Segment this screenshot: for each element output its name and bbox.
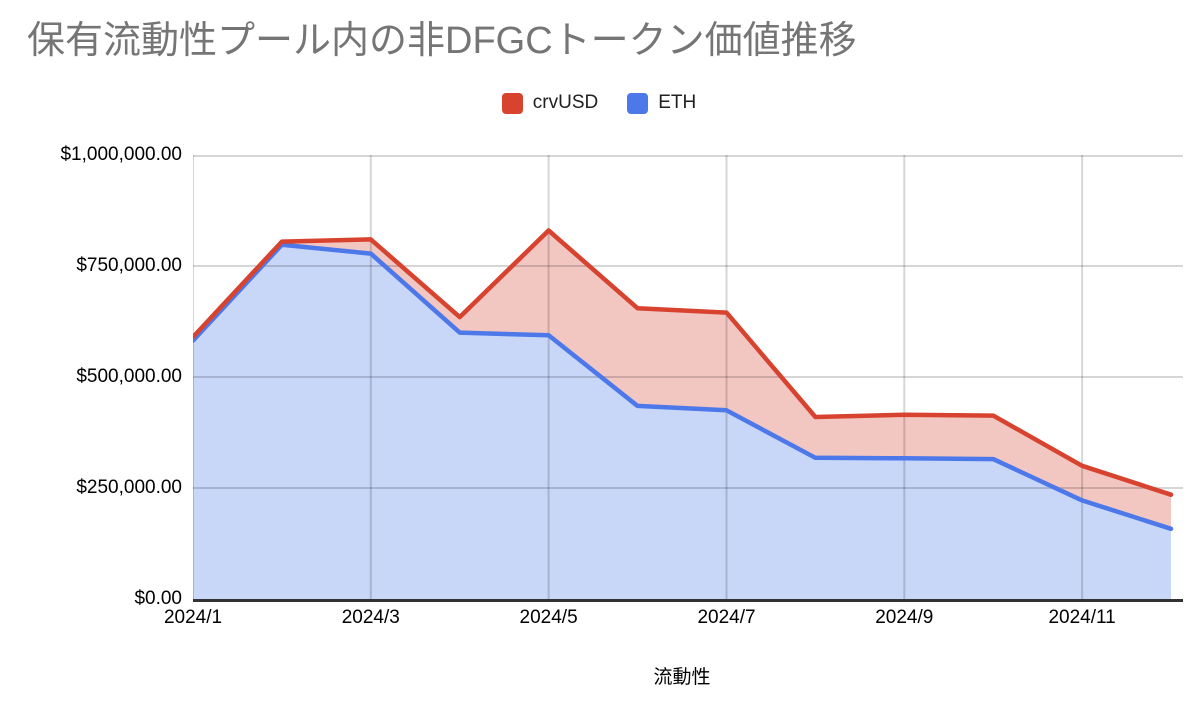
legend-item-crvusd: crvUSD <box>501 92 599 114</box>
y-tick-label: $0.00 <box>134 588 182 609</box>
x-tick-label: 2024/3 <box>341 607 400 628</box>
x-tick-label: 2024/1 <box>163 607 223 628</box>
y-tick-label: $750,000.00 <box>76 255 182 276</box>
eth-legend-label: ETH <box>658 92 697 113</box>
y-tick-label: $250,000.00 <box>76 477 182 498</box>
eth-line <box>190 242 1174 532</box>
chart-legend: crvUSD ETH <box>0 92 1198 114</box>
eth-area-fill <box>193 244 1171 599</box>
y-tick-label: $1,000,000.00 <box>60 144 182 165</box>
chart-title: 保有流動性プール内の非DFGCトークン価値推移 <box>27 20 857 62</box>
x-tick-label: 2024/5 <box>519 607 578 628</box>
plot-svg <box>190 155 1183 602</box>
plot-area <box>190 155 1183 605</box>
x-tick-label: 2024/9 <box>875 607 934 628</box>
x-tick-label: 2024/11 <box>1048 607 1116 628</box>
eth-color-swatch <box>627 92 649 114</box>
crvusd-legend-label: crvUSD <box>532 92 599 113</box>
y-tick-label: $500,000.00 <box>76 366 182 387</box>
x-tick-label: 2024/7 <box>697 607 756 628</box>
x-axis-title: 流動性 <box>653 667 711 688</box>
crvusd-line <box>190 228 1174 497</box>
crvusd-color-swatch <box>501 92 523 114</box>
legend-item-eth: ETH <box>627 92 696 114</box>
